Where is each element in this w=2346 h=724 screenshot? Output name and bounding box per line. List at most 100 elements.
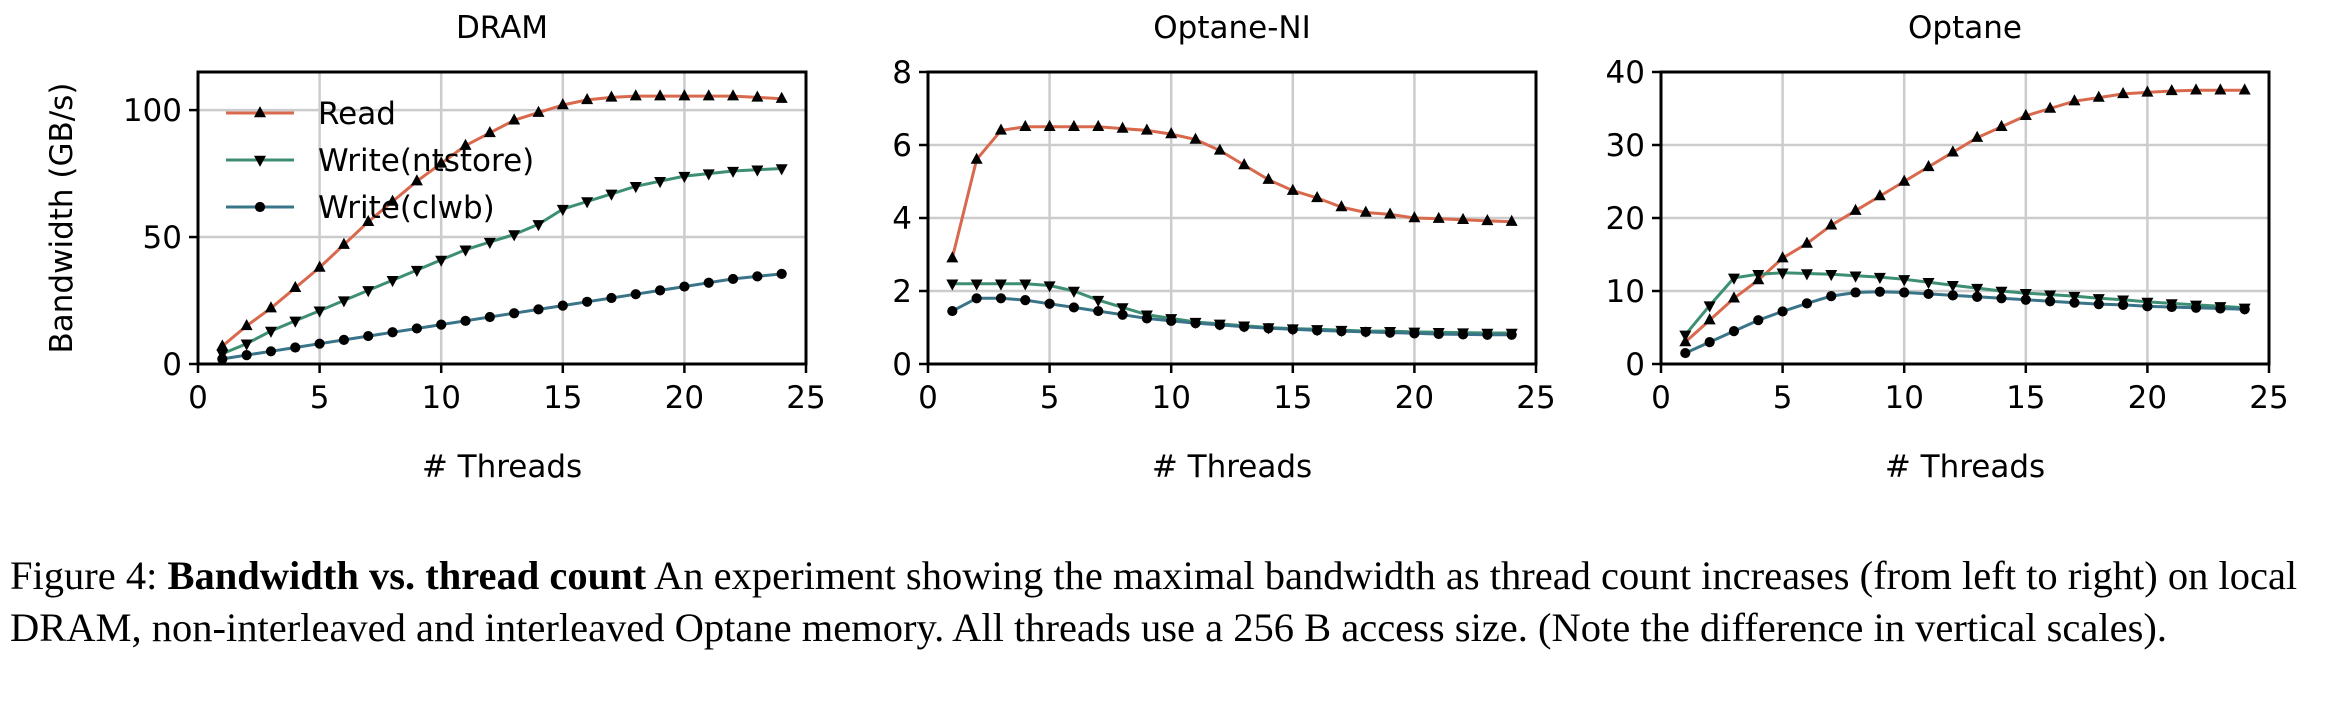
- data-point: [2190, 83, 2203, 95]
- data-point: [1946, 280, 1959, 293]
- data-point: [1165, 127, 1178, 139]
- data-point: [1996, 293, 2007, 304]
- caption-prefix: Figure 4:: [10, 553, 168, 598]
- data-point: [264, 326, 277, 338]
- x-tick-label: 15: [2006, 380, 2045, 416]
- data-point: [2093, 299, 2104, 310]
- data-point: [532, 105, 545, 117]
- series-line-3: [1684, 290, 2245, 355]
- data-point: [703, 277, 714, 288]
- data-point: [459, 138, 472, 150]
- data-point: [313, 306, 326, 318]
- x-tick-label: 0: [1651, 380, 1671, 416]
- data-point: [1384, 207, 1397, 219]
- data-point: [630, 289, 641, 300]
- data-point: [2069, 297, 2080, 308]
- data-point: [410, 174, 423, 186]
- data-point: [1239, 321, 1250, 332]
- series-line-3: [951, 296, 1512, 337]
- y-tick-label: 10: [1606, 274, 1645, 310]
- data-point: [1457, 329, 1469, 340]
- data-point: [2166, 301, 2177, 313]
- y-tick-label: 20: [1606, 201, 1645, 237]
- data-point: [435, 156, 448, 168]
- data-point: [1116, 121, 1129, 133]
- data-point: [240, 339, 253, 351]
- data-point: [1947, 290, 1958, 301]
- data-point: [1922, 278, 1935, 290]
- data-point: [1849, 271, 1862, 283]
- data-point: [654, 176, 667, 189]
- x-axis-label: # Threads: [1152, 449, 1312, 485]
- data-point: [1680, 347, 1691, 359]
- legend: Read Write(ntstore) Write(clwb): [226, 96, 534, 226]
- data-point: [775, 164, 788, 176]
- x-tick-label: 15: [543, 380, 582, 416]
- data-point: [2068, 291, 2081, 304]
- y-tick-label: 6: [892, 128, 912, 164]
- data-point: [217, 353, 228, 365]
- data-point: [629, 89, 642, 101]
- data-point: [775, 91, 788, 103]
- data-point: [1971, 130, 1984, 142]
- data-point: [1849, 203, 1862, 215]
- data-point: [240, 319, 253, 331]
- data-point: [678, 89, 691, 101]
- x-tick-label: 25: [2249, 380, 2288, 416]
- data-point: [1408, 211, 1421, 223]
- data-point: [2117, 299, 2129, 310]
- data-point: [556, 204, 569, 217]
- data-point: [362, 286, 375, 298]
- data-point: [484, 311, 495, 323]
- data-point: [727, 166, 740, 178]
- data-point: [1727, 291, 1740, 303]
- data-point: [1800, 269, 1813, 281]
- data-point: [216, 339, 229, 351]
- data-point: [1287, 324, 1298, 335]
- data-point: [1727, 273, 1740, 285]
- data-point: [2190, 302, 2202, 313]
- data-point: [557, 300, 568, 311]
- data-point: [264, 301, 277, 313]
- data-point: [1262, 172, 1275, 184]
- data-point: [532, 220, 545, 232]
- data-point: [1923, 288, 1934, 300]
- data-point: [2214, 83, 2227, 95]
- data-point: [1505, 214, 1518, 226]
- x-tick-label: 0: [188, 380, 208, 416]
- data-point: [1432, 211, 1445, 223]
- data-point: [483, 237, 496, 250]
- data-point: [1679, 330, 1692, 342]
- data-point: [1482, 329, 1493, 340]
- chart-panel-2: 0 5 10 15 20 25 0 2 4 6 8 Optane-NI # Threads: [892, 10, 1555, 485]
- data-point: [386, 276, 399, 288]
- data-point: [629, 182, 642, 194]
- x-tick-label: 10: [421, 380, 460, 416]
- data-point: [946, 251, 959, 263]
- data-point: [1995, 286, 2008, 298]
- data-point: [1384, 327, 1396, 338]
- data-point: [1946, 145, 1959, 157]
- data-point: [411, 323, 422, 334]
- data-point: [436, 319, 447, 330]
- data-point: [1899, 287, 1910, 298]
- data-point: [994, 123, 1007, 135]
- data-point: [1825, 270, 1838, 282]
- y-tick-label: 30: [1606, 128, 1645, 164]
- x-tick-label: 5: [310, 380, 330, 416]
- data-point: [581, 93, 594, 105]
- x-tick-label: 5: [1040, 380, 1060, 416]
- x-tick-label: 25: [1516, 380, 1555, 416]
- y-axis-label: Bandwidth (GB/s): [44, 83, 80, 354]
- data-point: [410, 265, 423, 277]
- data-point: [1043, 281, 1056, 293]
- data-point: [1189, 132, 1202, 144]
- data-point: [702, 89, 715, 101]
- data-point: [387, 327, 398, 338]
- data-point: [1752, 270, 1765, 282]
- data-point: [2142, 301, 2153, 312]
- legend-marker: [254, 201, 266, 213]
- data-point: [1336, 326, 1347, 337]
- data-point: [1093, 305, 1104, 317]
